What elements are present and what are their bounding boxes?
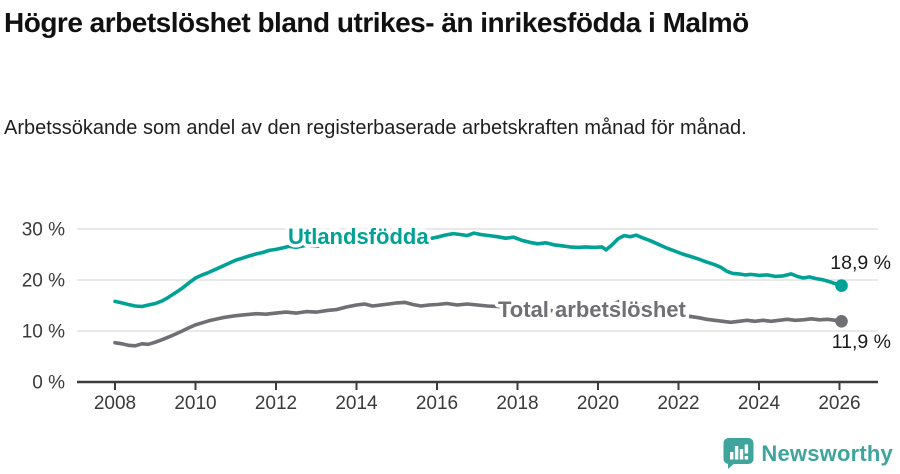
- x-tick-label: 2018: [496, 393, 538, 414]
- brand-name: Newsworthy: [761, 440, 893, 466]
- x-tick-label: 2016: [416, 393, 458, 414]
- y-tick-label: 10 %: [22, 322, 65, 343]
- series-end-dot-utlandsfodda: [835, 279, 848, 292]
- x-tick-label: 2022: [657, 393, 699, 414]
- series-end-dot-total: [835, 315, 848, 328]
- footer: Newsworthy: [723, 438, 893, 469]
- x-tick-label: 2010: [174, 393, 216, 414]
- x-tick-label: 2008: [94, 393, 136, 414]
- x-tick-label: 2014: [335, 393, 378, 414]
- y-tick-label: 30 %: [22, 220, 65, 241]
- x-tick-label: 2020: [577, 393, 619, 414]
- x-tick-label: 2012: [255, 393, 297, 414]
- chart-subtitle: Arbetssökande som andel av den registerb…: [4, 117, 747, 139]
- series-line-utlandsfodda: [113, 231, 844, 309]
- x-tick-label: 2024: [738, 393, 781, 414]
- series-label-total: Total arbetslöshet: [498, 297, 687, 322]
- series-line-total: [113, 298, 844, 348]
- line-chart: 0 % 10 % 20 % 30 % 2008 2010 2012 2014 2016 2018 2…: [22, 220, 891, 415]
- newsworthy-logo-icon: [723, 438, 754, 469]
- series-end-value-utlandsfodda: 18,9 %: [830, 252, 891, 274]
- series-label-utlandsfodda: Utlandsfödda: [288, 224, 429, 249]
- series-end-value-total: 11,9 %: [832, 331, 891, 353]
- y-tick-label: 20 %: [22, 271, 65, 292]
- chart-title: Högre arbetslöshet bland utrikes- än inr…: [4, 7, 749, 38]
- x-tick-label: 2026: [818, 393, 860, 414]
- y-tick-label: 0 %: [32, 373, 65, 394]
